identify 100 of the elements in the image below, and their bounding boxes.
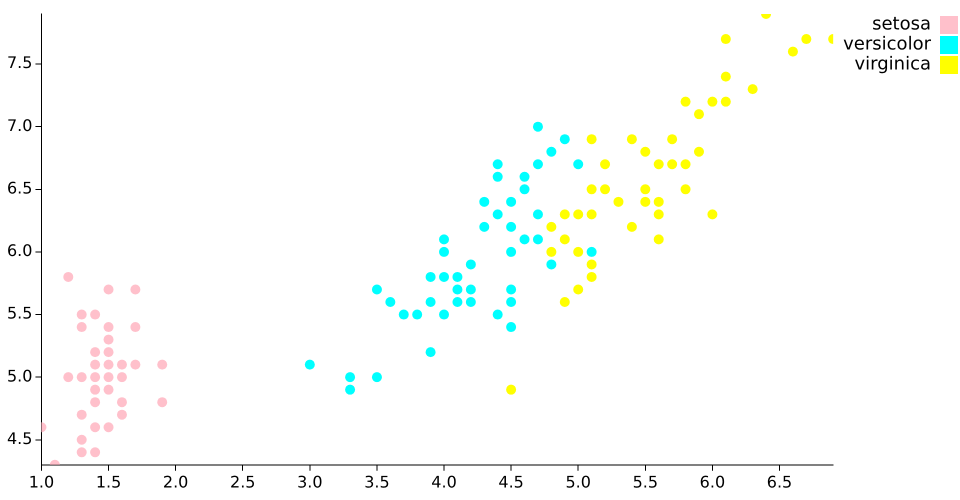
point <box>600 184 610 194</box>
point <box>104 422 114 432</box>
point <box>76 410 87 420</box>
point <box>707 209 718 220</box>
point <box>345 384 356 395</box>
point <box>573 246 584 257</box>
point <box>90 384 100 395</box>
x-tick-label: 1.0 <box>28 472 54 492</box>
point <box>104 284 114 294</box>
point <box>694 146 704 157</box>
point <box>506 297 516 308</box>
point <box>640 146 650 157</box>
point <box>104 322 114 332</box>
point <box>398 310 409 320</box>
y-tick-label: 5.0 <box>6 366 32 386</box>
point <box>626 222 637 232</box>
point <box>116 372 127 382</box>
x-tick-label: 4.0 <box>431 472 457 492</box>
point <box>654 159 664 170</box>
point <box>76 447 87 458</box>
point <box>76 372 87 382</box>
point <box>104 384 114 395</box>
point <box>667 159 678 170</box>
point <box>532 122 543 132</box>
point <box>426 297 436 308</box>
point <box>76 310 87 320</box>
x-tick-label: 3.0 <box>297 472 323 492</box>
point <box>90 447 100 458</box>
point <box>452 297 462 308</box>
point <box>613 196 624 207</box>
point <box>90 422 100 432</box>
y-tick-label: 7.0 <box>6 116 32 135</box>
legend-label: versicolor <box>843 34 932 55</box>
point <box>104 334 114 345</box>
point <box>506 196 516 207</box>
point <box>586 272 597 282</box>
point <box>304 360 315 370</box>
point <box>452 272 462 282</box>
x-tick-label: 5.0 <box>565 472 591 492</box>
point <box>586 184 597 194</box>
point <box>640 184 650 194</box>
x-tick-label: 2.0 <box>162 472 188 492</box>
point <box>506 284 516 294</box>
point <box>506 384 516 395</box>
point <box>520 234 530 244</box>
point <box>532 234 543 244</box>
point <box>372 284 382 294</box>
point <box>506 222 516 232</box>
point <box>506 246 516 257</box>
point <box>90 397 100 408</box>
point <box>157 397 168 408</box>
point <box>788 46 798 57</box>
point <box>532 159 543 170</box>
y-tick-label: 5.5 <box>6 304 32 323</box>
y-tick-label: 6.5 <box>6 178 32 198</box>
point <box>130 322 140 332</box>
point <box>492 159 503 170</box>
point <box>560 234 570 244</box>
x-tick-label: 3.5 <box>364 472 390 492</box>
point <box>345 372 356 382</box>
x-tick-label: 2.5 <box>230 472 256 492</box>
point <box>573 209 584 220</box>
point <box>586 259 597 270</box>
point <box>466 259 476 270</box>
point <box>76 322 87 332</box>
y-tick-label: 7.5 <box>6 53 32 72</box>
point <box>720 34 731 44</box>
point <box>506 322 516 332</box>
y-tick-label: 4.5 <box>6 428 32 448</box>
point <box>426 272 436 282</box>
point <box>104 360 114 370</box>
point <box>748 84 758 94</box>
point <box>452 284 462 294</box>
x-tick-label: 1.5 <box>96 472 122 492</box>
point <box>546 259 556 270</box>
point <box>76 434 87 445</box>
point <box>90 360 100 370</box>
point <box>439 310 450 320</box>
point <box>586 209 597 220</box>
point <box>116 410 127 420</box>
point <box>532 209 543 220</box>
point <box>560 134 570 144</box>
point <box>626 134 637 144</box>
y-tick-label: 6.0 <box>6 241 32 260</box>
point <box>104 347 114 358</box>
point <box>439 234 450 244</box>
point <box>466 297 476 308</box>
point <box>130 360 140 370</box>
point <box>492 310 503 320</box>
point <box>157 360 168 370</box>
point <box>680 184 691 194</box>
point <box>492 209 503 220</box>
point <box>116 360 127 370</box>
point <box>640 196 650 207</box>
point <box>573 159 584 170</box>
point <box>654 196 664 207</box>
point <box>680 96 691 107</box>
x-tick-label: 6.5 <box>766 472 792 492</box>
point <box>63 272 74 282</box>
point <box>720 72 731 82</box>
